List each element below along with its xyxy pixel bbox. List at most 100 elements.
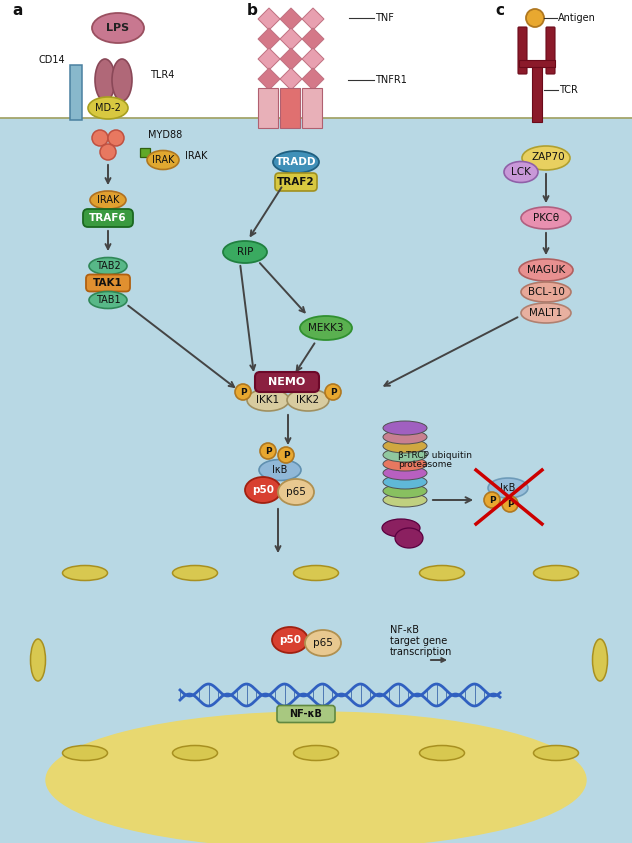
- Ellipse shape: [383, 457, 427, 471]
- Ellipse shape: [92, 13, 144, 43]
- Ellipse shape: [300, 316, 352, 340]
- Polygon shape: [258, 8, 280, 30]
- Text: P: P: [330, 388, 336, 396]
- Text: TAB1: TAB1: [95, 295, 120, 305]
- Polygon shape: [258, 28, 280, 50]
- Ellipse shape: [147, 151, 179, 169]
- Bar: [70, 65, 82, 120]
- Text: TNF: TNF: [375, 13, 394, 23]
- FancyBboxPatch shape: [86, 275, 130, 292]
- Text: TRAF6: TRAF6: [89, 213, 127, 223]
- Ellipse shape: [383, 466, 427, 480]
- Text: MD-2: MD-2: [95, 103, 121, 113]
- Bar: [0, 0, 632, 118]
- Ellipse shape: [293, 566, 339, 581]
- Ellipse shape: [89, 257, 127, 275]
- Ellipse shape: [383, 484, 427, 498]
- Text: target gene: target gene: [390, 636, 447, 646]
- Text: MALT1: MALT1: [530, 308, 562, 318]
- Text: p50: p50: [279, 635, 301, 645]
- Ellipse shape: [533, 745, 578, 760]
- Polygon shape: [302, 48, 324, 70]
- Bar: [0, 118, 632, 843]
- Text: TNFR1: TNFR1: [375, 75, 407, 85]
- Polygon shape: [302, 8, 324, 30]
- FancyBboxPatch shape: [83, 209, 133, 227]
- Text: IκB: IκB: [272, 465, 288, 475]
- Ellipse shape: [46, 712, 586, 843]
- Ellipse shape: [526, 9, 544, 27]
- Ellipse shape: [92, 130, 108, 146]
- Text: MAGUK: MAGUK: [527, 265, 565, 275]
- Ellipse shape: [395, 528, 423, 548]
- Ellipse shape: [173, 745, 217, 760]
- Ellipse shape: [420, 745, 465, 760]
- Text: c: c: [495, 3, 504, 18]
- Ellipse shape: [173, 566, 217, 581]
- Polygon shape: [302, 68, 324, 90]
- Text: TAB2: TAB2: [95, 261, 120, 271]
- Ellipse shape: [63, 566, 107, 581]
- Ellipse shape: [484, 492, 500, 508]
- Ellipse shape: [504, 162, 538, 182]
- Ellipse shape: [112, 59, 132, 101]
- Ellipse shape: [287, 389, 329, 411]
- Text: a: a: [13, 3, 23, 18]
- Ellipse shape: [245, 477, 281, 503]
- Text: TLR4: TLR4: [150, 70, 174, 80]
- Text: p65: p65: [286, 487, 306, 497]
- Ellipse shape: [593, 639, 607, 681]
- FancyBboxPatch shape: [546, 27, 555, 74]
- Ellipse shape: [63, 745, 107, 760]
- Text: LCK: LCK: [511, 167, 531, 177]
- Text: IRAK: IRAK: [185, 151, 207, 161]
- Ellipse shape: [272, 627, 308, 653]
- Ellipse shape: [383, 448, 427, 462]
- Ellipse shape: [278, 447, 294, 463]
- Ellipse shape: [382, 519, 420, 537]
- Text: P: P: [265, 447, 271, 455]
- Ellipse shape: [273, 151, 319, 173]
- Text: Antigen: Antigen: [558, 13, 596, 23]
- Text: IKK1: IKK1: [257, 395, 279, 405]
- Ellipse shape: [519, 259, 573, 281]
- Polygon shape: [302, 28, 324, 50]
- Text: MYD88: MYD88: [148, 130, 182, 140]
- Polygon shape: [280, 8, 302, 30]
- Ellipse shape: [502, 496, 518, 512]
- Text: IRAK: IRAK: [152, 155, 174, 165]
- Text: BCL-10: BCL-10: [528, 287, 564, 297]
- Ellipse shape: [30, 639, 46, 681]
- Ellipse shape: [522, 146, 570, 170]
- Bar: [519, 60, 555, 67]
- Polygon shape: [280, 68, 302, 90]
- Bar: [140, 148, 150, 157]
- FancyBboxPatch shape: [275, 173, 317, 191]
- Text: IKK2: IKK2: [296, 395, 320, 405]
- Text: LPS: LPS: [106, 23, 130, 33]
- Text: ZAP70: ZAP70: [531, 152, 565, 162]
- Ellipse shape: [88, 97, 128, 119]
- Text: p50: p50: [252, 485, 274, 495]
- Ellipse shape: [420, 566, 465, 581]
- Text: b: b: [246, 3, 257, 18]
- FancyBboxPatch shape: [518, 27, 527, 74]
- Text: proteasome: proteasome: [398, 459, 452, 469]
- Bar: [302, 88, 322, 128]
- Ellipse shape: [108, 130, 124, 146]
- Bar: [532, 67, 542, 122]
- Ellipse shape: [278, 479, 314, 505]
- Text: P: P: [240, 388, 246, 396]
- Text: P: P: [489, 496, 495, 504]
- Ellipse shape: [293, 745, 339, 760]
- Ellipse shape: [223, 241, 267, 263]
- Text: P: P: [283, 450, 289, 459]
- Text: CD14: CD14: [39, 55, 65, 65]
- Polygon shape: [280, 28, 302, 50]
- Text: transcription: transcription: [390, 647, 453, 657]
- Text: NF-κB: NF-κB: [390, 625, 419, 635]
- Text: P: P: [507, 500, 513, 508]
- Ellipse shape: [260, 443, 276, 459]
- Text: IRAK: IRAK: [97, 195, 119, 205]
- Polygon shape: [258, 48, 280, 70]
